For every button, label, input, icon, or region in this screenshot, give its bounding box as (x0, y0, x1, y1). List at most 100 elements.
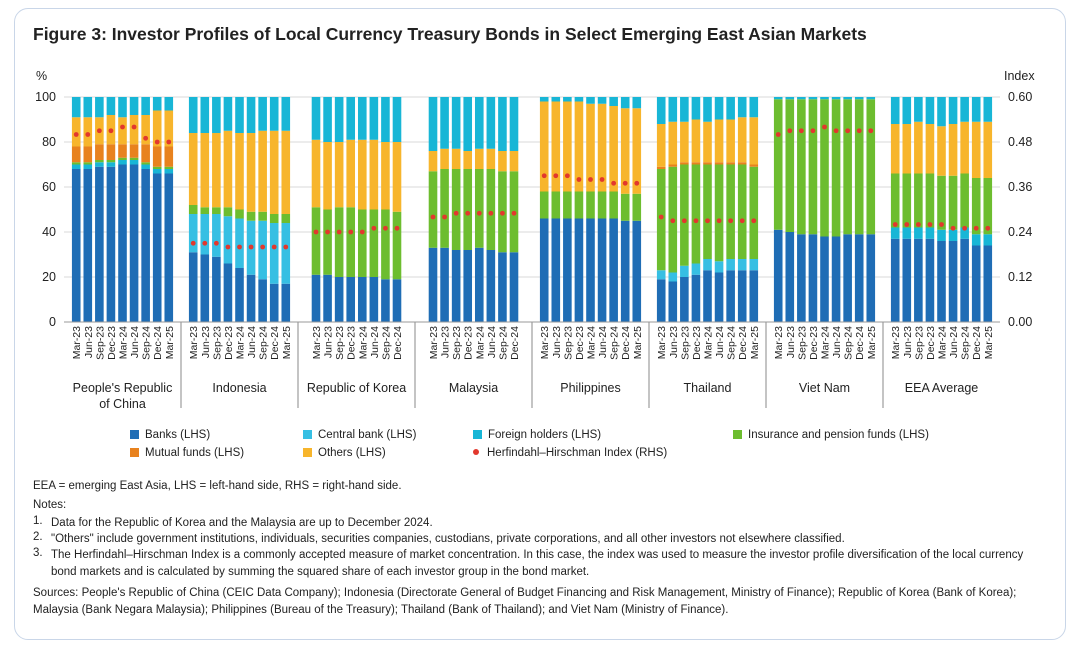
bar-segment-banks (574, 218, 584, 322)
hhi-point (751, 218, 757, 224)
bar-segment-foreign-holders (983, 234, 993, 246)
hhi-point (442, 214, 447, 220)
x-tick-label: Mar-25 (632, 326, 644, 359)
hhi-point (336, 229, 342, 235)
right-axis-label: Index (1004, 69, 1035, 83)
bar-segment-insurance (785, 99, 795, 232)
bar-segment-insurance (106, 160, 116, 163)
legend-swatch-foreign-holders (473, 430, 482, 439)
x-tick-label: Mar-24 (474, 326, 486, 359)
bar-segment-banks (773, 229, 783, 322)
bar-segment-foreign-holders (440, 97, 449, 149)
hhi-point (260, 244, 266, 250)
bar-segment-insurance (597, 191, 607, 219)
bar-segment-others (212, 133, 221, 208)
bar-segment-foreign-holders (574, 97, 584, 102)
bar-segment-insurance (200, 207, 210, 214)
bar-segment-insurance (691, 164, 701, 264)
stacked-bar-chart: 0 20 40 60 80 100 0.00 0.12 0.24 0.36 0.48 0.60% Ind… (35, 69, 1035, 411)
legend-dot-hhi (473, 449, 479, 455)
bar-segment-banks (498, 252, 507, 322)
x-tick-label: Mar-24 (937, 326, 949, 359)
legend-swatch-insurance (733, 430, 742, 439)
bar-segment-others (141, 115, 150, 145)
bar-segment-insurance (474, 169, 484, 248)
hhi-point (892, 222, 898, 227)
bar-segment-foreign-holders (843, 97, 852, 100)
hhi-point (488, 210, 494, 216)
legend-swatch-mutual-funds (130, 448, 139, 457)
x-tick-label: Dec-23 (346, 326, 358, 360)
bar-segment-banks (890, 238, 900, 322)
hhi-point (85, 132, 91, 137)
x-tick-label: Jun-24 (246, 326, 258, 358)
bar-segment-others (597, 103, 607, 192)
right-axis-tick-label: 0.12 (1008, 270, 1032, 284)
bar-segment-banks (323, 274, 332, 322)
bar-segment-foreign-holders (808, 97, 818, 100)
bar-segment-foreign-holders (820, 97, 829, 100)
bar-segment-banks (726, 270, 735, 322)
bar-segment-foreign-holders (164, 97, 174, 111)
bar-segment-insurance (357, 209, 367, 277)
bar-segment-foreign-holders (474, 97, 484, 149)
bar-segment-others (737, 117, 747, 163)
bar-segment-banks (281, 283, 291, 322)
bar-segment-banks (960, 238, 969, 322)
hhi-point (348, 229, 354, 235)
bar-segment-banks (235, 268, 244, 322)
bar-segment-banks (258, 279, 267, 322)
hhi-point (465, 210, 471, 216)
panel-3: Mar-23 Jun-23 Sep-23 Dec-23 Mar-24 Jun-24 Sep-… (428, 97, 521, 395)
x-tick-label: Dec-24 (737, 326, 749, 360)
x-tick-label: Mar-23 (773, 326, 785, 359)
bar-segment-insurance (428, 171, 438, 248)
bar-segment-insurance (381, 209, 390, 280)
bar-segment-foreign-holders (831, 97, 841, 100)
bar-segment-mutual-funds (691, 162, 701, 165)
legend-label-foreign-holders: Foreign holders (LHS) (488, 429, 602, 441)
bar-segment-central-bank (749, 259, 759, 271)
bar-segment-banks (902, 238, 912, 322)
bar-segment-foreign-holders (258, 97, 267, 131)
hhi-point (962, 225, 968, 231)
bar-segment-banks (843, 234, 852, 322)
bar-segment-banks (831, 236, 841, 322)
bar-segment-mutual-funds (714, 162, 724, 165)
bar-segment-foreign-holders (983, 97, 993, 122)
bar-segment-insurance (71, 162, 81, 165)
panel-6: Mar-23 Jun-23 Sep-23 Dec-23 Mar-24 Jun-24 Sep-… (773, 97, 878, 395)
bar-segment-banks (223, 263, 233, 322)
hhi-point (108, 128, 114, 134)
bar-segment-others (323, 142, 332, 210)
bar-segment-foreign-holders (620, 97, 630, 109)
hhi-point (371, 225, 377, 231)
bar-segment-banks (820, 236, 829, 322)
hhi-point (927, 222, 933, 227)
bar-segment-foreign-holders (152, 97, 162, 111)
bar-segment-insurance (797, 99, 806, 235)
x-tick-label: Dec-23 (223, 326, 235, 360)
bar-segment-banks (369, 277, 379, 322)
bar-segment-banks (737, 270, 747, 322)
bar-segment-foreign-holders (141, 97, 150, 115)
bar-segment-banks (246, 274, 256, 322)
x-tick-label: Jun-24 (369, 326, 381, 358)
bar-segment-mutual-funds (129, 144, 139, 158)
bar-segment-banks (948, 241, 958, 322)
bar-segment-foreign-holders (925, 97, 935, 124)
bar-segment-insurance (323, 209, 332, 275)
bar-segment-others (902, 124, 912, 174)
bar-segment-others (281, 130, 291, 214)
bar-segment-foreign-holders (890, 227, 900, 239)
bar-segment-foreign-holders (212, 97, 221, 133)
bar-segment-insurance (680, 164, 689, 266)
legend-item-insurance: Insurance and pension funds (LHS) (733, 429, 929, 441)
left-axis-label: % (36, 69, 47, 83)
x-tick-label: Mar-25 (983, 326, 995, 359)
bar-segment-banks (440, 247, 449, 322)
bar-segment-others (914, 121, 923, 174)
bar-segment-insurance (948, 175, 958, 230)
legend-label-banks: Banks (LHS) (145, 429, 211, 441)
bar-segment-foreign-holders (948, 229, 958, 241)
